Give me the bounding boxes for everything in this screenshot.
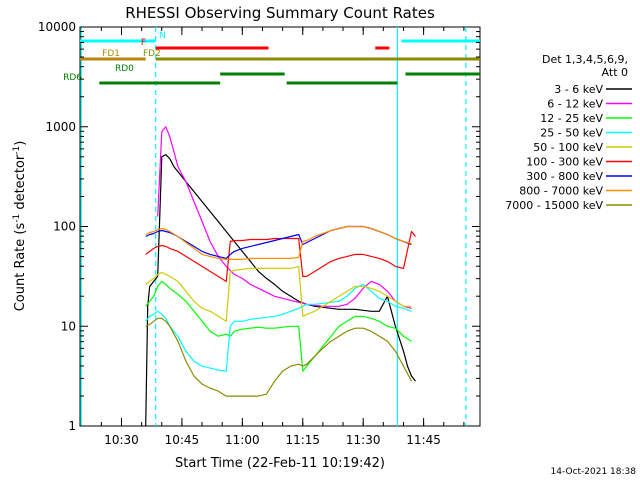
series-line-2: [157, 126, 412, 309]
flag-label-n: N: [159, 31, 166, 41]
timestamp: 14-Oct-2021 18:38: [551, 467, 637, 477]
legend-label-7: 300 - 800 keV: [526, 170, 603, 183]
axes: 1 10 100 1000 10000 10:30 10:45 11:00 11:15 11:30…: [38, 20, 480, 447]
series-line-9: [145, 317, 413, 397]
legend-label-1: 3 - 6 keV: [554, 83, 603, 96]
legend-label-2: 6 - 12 keV: [547, 98, 603, 111]
y-tick-label-1: 1: [68, 419, 76, 433]
legend-header-1: Det 1,3,4,5,6,9,: [542, 53, 628, 66]
legend-label-6: 100 - 300 keV: [526, 156, 603, 169]
series-line-5: [145, 265, 412, 322]
flag-label-fd2: FD2: [143, 49, 161, 59]
vertical-markers: [80, 27, 467, 426]
legend-label-8: 800 - 7000 keV: [519, 185, 603, 198]
x-tick-label-3: 11:00: [225, 433, 260, 447]
y-tick-label-3: 100: [53, 220, 76, 234]
legend-label-5: 50 - 100 keV: [533, 141, 603, 154]
flag-label-rd0: RD0: [115, 64, 134, 74]
legend-label-3: 12 - 25 keV: [540, 112, 603, 125]
plot-frame: [79, 26, 481, 427]
flag-label-rd6: RD6: [63, 73, 82, 83]
chart-title: RHESSI Observing Summary Count Rates: [125, 4, 435, 22]
y-tick-label-4: 1000: [45, 120, 76, 134]
legend-label-4: 25 - 50 keV: [540, 127, 603, 140]
legend-header-2: Att 0: [602, 66, 628, 79]
x-tick-label-4: 11:15: [285, 433, 320, 447]
x-tick-label-2: 10:45: [165, 433, 200, 447]
y-tick-label-5: 10000: [38, 20, 76, 34]
flag-label-f: F: [141, 38, 146, 48]
series-line-6: [145, 230, 416, 282]
x-tick-label-6: 11:45: [406, 433, 441, 447]
y-axis-label: Count Rate (s-1 detector-1): [12, 141, 28, 312]
series-line-8: [145, 225, 412, 260]
series-line-4: [145, 283, 412, 372]
x-tick-label-1: 10:30: [104, 433, 139, 447]
series-lines: [145, 126, 416, 427]
legend-label-9: 7000 - 15000 keV: [505, 199, 603, 212]
status-flags: N F FD1 FD2 RD0 RD6: [63, 31, 480, 85]
flag-label-fd1: FD1: [102, 49, 120, 59]
y-tick-label-2: 10: [61, 319, 76, 333]
x-axis-label: Start Time (22-Feb-11 10:19:42): [175, 456, 385, 471]
series-line-3: [145, 280, 412, 372]
legend: Det 1,3,4,5,6,9,Att 0 3 - 6 keV 6 - 12 keV…: [505, 53, 632, 212]
series-line-1: [145, 154, 416, 427]
x-tick-label-5: 11:30: [346, 433, 381, 447]
